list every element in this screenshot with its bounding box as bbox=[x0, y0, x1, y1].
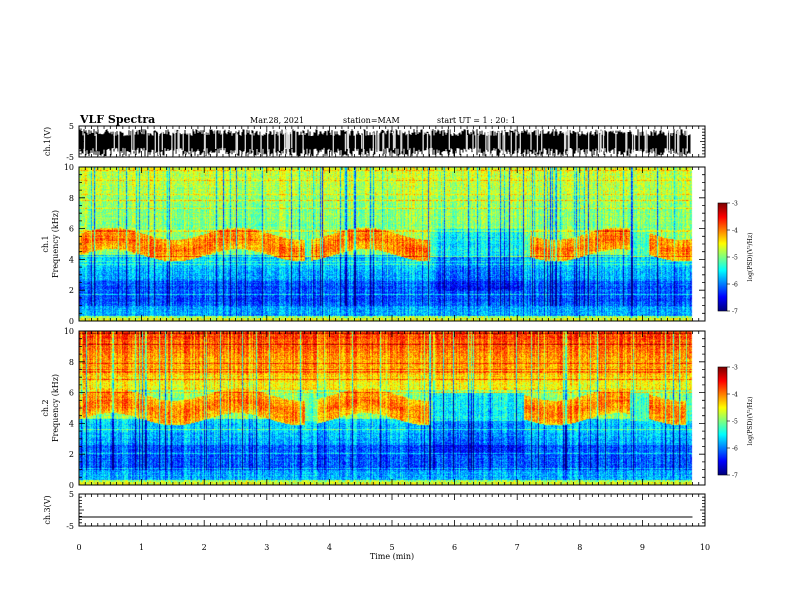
y-tick-label: 8 bbox=[69, 194, 74, 203]
y-tick-label: -5 bbox=[66, 153, 74, 162]
colorbar-tick-label: -7 bbox=[732, 309, 738, 316]
x-tick-label: 10 bbox=[700, 543, 710, 552]
y-tick-label: 5 bbox=[69, 490, 74, 499]
x-tick-label: 7 bbox=[515, 543, 520, 552]
colorbar-ch2-container bbox=[718, 367, 727, 475]
spectrogram-ch2-container bbox=[79, 331, 705, 485]
x-tick-label: 5 bbox=[389, 543, 394, 552]
x-tick-label: 8 bbox=[577, 543, 582, 552]
y-tick-label: 10 bbox=[64, 327, 74, 336]
x-ticks-panel-3 bbox=[78, 331, 706, 485]
y-ticks-panel-4 bbox=[79, 493, 705, 527]
x-ticks-panel-4 bbox=[78, 494, 706, 526]
y-axis-label-channel: ch.1 bbox=[41, 235, 50, 252]
colorbar-tick-label: -4 bbox=[732, 392, 738, 399]
header-station: station=MAM bbox=[343, 116, 400, 125]
waveform-ch1-gaps bbox=[83, 127, 688, 156]
y-tick-label: 10 bbox=[64, 163, 74, 172]
y-tick-label: 8 bbox=[69, 358, 74, 367]
y-axis-label: Frequency (kHz) bbox=[51, 374, 60, 442]
colorbar-tick-label: -3 bbox=[732, 365, 738, 372]
colorbar-label: log(PSD)(V²/Hz) bbox=[747, 233, 754, 282]
colorbar-tick-label: -5 bbox=[732, 419, 738, 426]
x-tick-label: 1 bbox=[139, 543, 144, 552]
colorbar-label: log(PSD)(V²/Hz) bbox=[747, 397, 754, 446]
y-tick-label: 2 bbox=[69, 286, 74, 295]
y-tick-label: 0 bbox=[69, 481, 74, 490]
y-tick-label: 4 bbox=[69, 255, 74, 264]
y-tick-label: 6 bbox=[69, 225, 74, 234]
y-tick-label: 2 bbox=[69, 450, 74, 459]
y-tick-label: 6 bbox=[69, 389, 74, 398]
x-ticks-panel-2 bbox=[78, 167, 706, 321]
x-tick-label: 3 bbox=[264, 543, 269, 552]
header-start-time: start UT = 1 : 20: 1 bbox=[437, 116, 516, 125]
y-tick-label: 0 bbox=[69, 317, 74, 326]
y-axis-label: Frequency (kHz) bbox=[51, 210, 60, 278]
x-tick-label: 4 bbox=[327, 543, 332, 552]
y-ticks-panel-2 bbox=[79, 166, 705, 322]
colorbar-tick-label: -6 bbox=[732, 282, 738, 289]
x-tick-label: 2 bbox=[202, 543, 207, 552]
y-axis-label-channel: ch.2 bbox=[41, 399, 50, 416]
colorbar-tick-label: -3 bbox=[732, 201, 738, 208]
y-ticks-panel-1 bbox=[79, 125, 705, 158]
spectrogram-ch1 bbox=[79, 167, 705, 321]
colorbar-tick-label: -5 bbox=[732, 255, 738, 262]
colorbar-tick-label: -4 bbox=[732, 228, 738, 235]
colorbar-ch1-container bbox=[718, 203, 727, 311]
chart-title: VLF Spectra bbox=[79, 113, 155, 126]
y-axis-label: ch.3(V) bbox=[43, 495, 52, 524]
x-axis-label: Time (min) bbox=[370, 552, 414, 561]
waveform-ch1 bbox=[79, 127, 691, 157]
colorbar-ch2 bbox=[718, 367, 727, 475]
x-tick-label: 9 bbox=[640, 543, 645, 552]
y-tick-label: -5 bbox=[66, 522, 74, 531]
colorbar-tick-label: -7 bbox=[732, 473, 738, 480]
y-ticks-panel-3 bbox=[79, 330, 705, 486]
colorbar-ch1 bbox=[718, 203, 727, 311]
y-tick-label: 4 bbox=[69, 419, 74, 428]
spectrogram-ch2 bbox=[79, 331, 705, 485]
x-tick-label: 0 bbox=[76, 543, 81, 552]
x-tick-label: 6 bbox=[452, 543, 457, 552]
y-axis-label: ch.1(V) bbox=[43, 127, 52, 156]
header-date: Mar.28, 2021 bbox=[250, 116, 304, 125]
colorbar-tick-label: -6 bbox=[732, 446, 738, 453]
spectrogram-ch1-container bbox=[79, 167, 705, 321]
y-tick-label: 5 bbox=[69, 122, 74, 131]
